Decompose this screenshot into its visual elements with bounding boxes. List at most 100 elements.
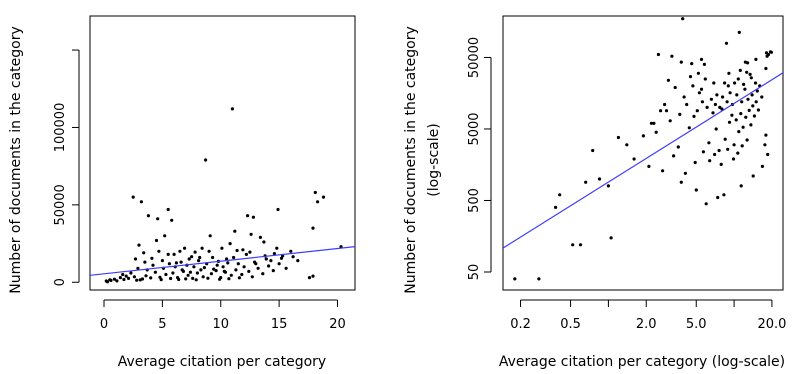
data-point [747,108,751,112]
data-point [694,188,698,192]
data-point [316,200,320,204]
data-point [112,277,117,281]
log-scatter-panel: 0.2 0.5 2.0 5.0 20.0 50 500 5000 50000 Average ci… [403,15,786,370]
data-point [218,277,222,281]
data-point [720,107,724,111]
data-point [109,278,113,282]
data-point [699,87,704,91]
data-point [647,164,651,168]
data-point [687,126,691,130]
data-point [744,115,748,119]
y-axis-title: (log-scale) [426,123,442,196]
x-tick-label: 20.0 [757,317,786,332]
data-point [571,243,575,247]
data-point [754,100,758,104]
x-tick-label: 10 [212,317,229,332]
data-layer [503,17,783,281]
data-point [153,270,157,274]
data-point [194,278,198,282]
y-tick-label: 500 [467,188,482,213]
data-point [256,266,260,270]
y-tick-label: 50 [467,264,482,281]
data-point [151,263,155,267]
data-point [115,279,119,283]
data-point [756,108,761,112]
data-point [135,278,139,282]
data-point [597,177,602,181]
x-tick-label: 5.0 [686,317,707,332]
data-point [235,248,239,253]
data-point [764,133,768,137]
data-point [679,60,683,64]
data-point [726,84,730,88]
data-point [745,138,749,142]
data-point [731,157,736,161]
data-point [204,158,208,162]
data-point [167,262,171,266]
data-point [558,193,562,197]
data-point [740,100,744,104]
data-point [166,207,170,212]
data-point [230,107,234,111]
data-point [236,262,240,266]
data-point [730,113,734,117]
data-point [735,93,739,97]
data-point [237,276,241,280]
data-point [143,260,147,264]
data-point [737,130,741,134]
data-point [313,190,317,195]
data-point [666,78,671,82]
data-point [625,143,629,147]
data-point [247,269,251,273]
y-tick-label: 50000 [53,184,68,225]
data-point [207,249,211,253]
data-point [717,148,721,153]
data-point [244,252,248,256]
data-point [212,267,216,271]
data-point [124,274,128,278]
data-point [754,57,758,62]
data-point [742,82,746,86]
data-point [746,97,750,101]
data-point [609,236,613,240]
data-point [211,255,215,260]
data-point [249,232,253,236]
data-point [727,71,731,75]
data-point [215,263,219,267]
data-point [272,252,276,256]
data-point [753,81,758,85]
data-point [188,270,192,274]
data-point [766,52,771,57]
data-point [678,112,682,116]
data-point [760,164,765,168]
data-point [682,95,686,99]
x-axis-title: Average citation per category [118,354,326,370]
data-point [713,152,717,157]
data-point [652,121,656,125]
data-point [704,202,708,206]
data-point [734,118,738,122]
data-point [160,259,164,263]
data-point [728,91,732,95]
y-axis-title: Number of documents in the category [403,26,419,294]
data-point [672,154,676,158]
data-point [699,57,704,62]
data-point [177,277,181,282]
data-point [737,30,741,34]
data-point [716,195,720,200]
data-point [241,248,245,252]
data-point [209,272,213,276]
data-point [732,143,736,147]
y-tick-label: 5000 [467,112,482,145]
data-point [137,243,141,247]
x-tick-label: 0 [100,317,108,332]
data-point [133,257,138,261]
data-point [154,238,159,243]
x-tick-label: 2.0 [636,317,657,332]
data-point [727,120,732,124]
data-point [701,150,706,154]
data-point [755,89,759,93]
data-point [208,234,212,238]
data-point [201,275,205,279]
